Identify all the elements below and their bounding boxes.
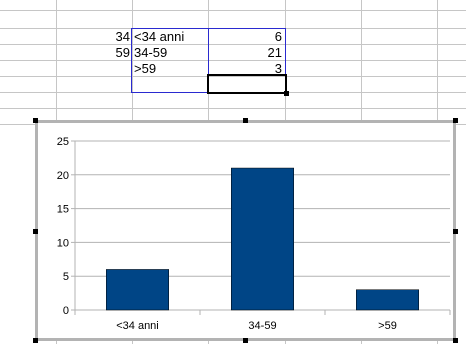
resize-handle-bottom[interactable]: [243, 338, 248, 343]
cell-count[interactable]: 3: [274, 61, 282, 76]
row-line: [0, 44, 466, 45]
row-line: [0, 76, 466, 77]
embedded-chart[interactable]: 0 5 10 15 20 25 <34 anni 34-59 >59: [35, 120, 456, 341]
y-tick-label: 25: [57, 136, 69, 148]
resize-handle-top-left[interactable]: [33, 118, 38, 123]
cell-age-label[interactable]: >59: [134, 61, 157, 76]
x-tick-label: <34 anni: [116, 320, 159, 332]
cell-count[interactable]: 6: [274, 29, 282, 44]
x-tick-label: 34-59: [248, 320, 276, 332]
label-range-highlight: [131, 28, 209, 93]
y-tick-label: 20: [57, 170, 69, 182]
resize-handle-bottom-left[interactable]: [33, 338, 38, 343]
y-tick-label: 15: [57, 204, 69, 216]
cell-count[interactable]: 21: [267, 45, 282, 60]
resize-handle-top-right[interactable]: [453, 118, 458, 123]
cell-age-limit[interactable]: 34: [115, 29, 130, 44]
bar: [106, 269, 169, 311]
x-tick-label: >59: [378, 320, 397, 332]
y-tick-label: 5: [63, 271, 69, 283]
resize-handle-top[interactable]: [243, 118, 248, 123]
cell-age-label[interactable]: 34-59: [134, 45, 168, 60]
cell-age-limit[interactable]: 59: [115, 45, 130, 60]
cell-cursor[interactable]: [207, 74, 287, 94]
resize-handle-bottom-right[interactable]: [453, 338, 458, 343]
row-line: [0, 60, 466, 61]
row-line: [0, 108, 466, 109]
bar-chart: 0 5 10 15 20 25 <34 anni 34-59 >59: [57, 136, 451, 332]
resize-handle-right[interactable]: [453, 229, 458, 234]
y-tick-label: 10: [57, 237, 69, 249]
row-line: [0, 10, 466, 11]
fill-handle[interactable]: [284, 91, 289, 96]
bar: [231, 167, 294, 311]
cell-age-label[interactable]: <34 anni: [134, 29, 185, 44]
bar: [356, 289, 419, 311]
y-tick-label: 0: [63, 305, 69, 317]
resize-handle-left[interactable]: [33, 229, 38, 234]
